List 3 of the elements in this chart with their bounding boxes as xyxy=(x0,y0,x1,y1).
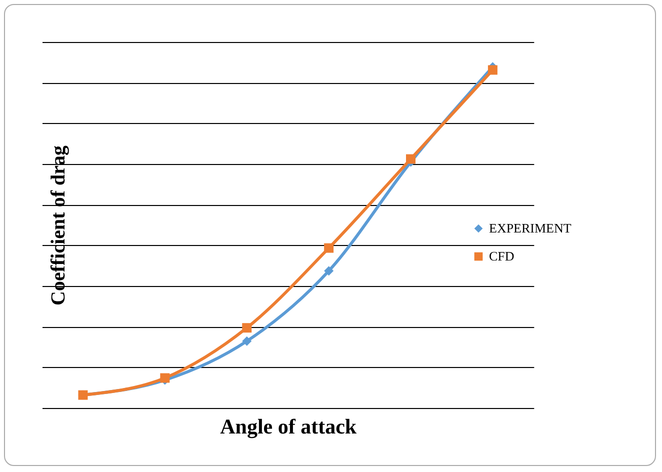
legend-label: EXPERIMENT xyxy=(489,220,572,236)
legend-label: CFD xyxy=(489,248,514,264)
x-axis-title: Angle of attack xyxy=(220,414,357,438)
